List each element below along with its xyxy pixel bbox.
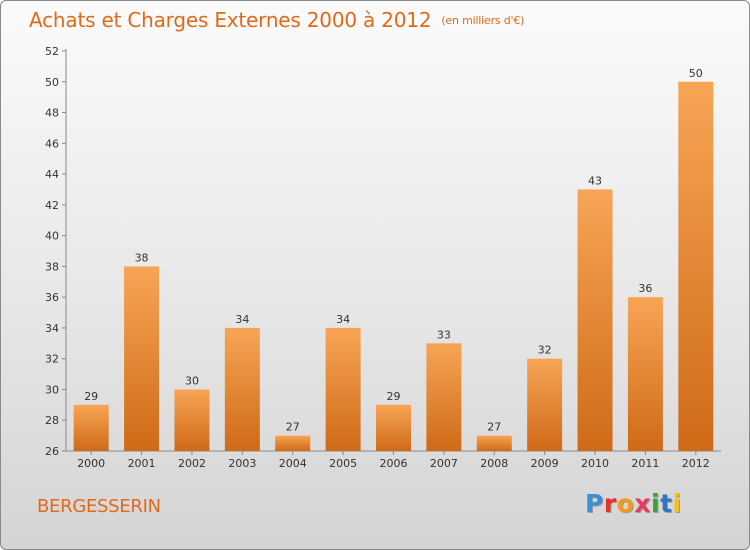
bar xyxy=(124,266,160,451)
bar xyxy=(174,389,210,451)
logo-letter: t xyxy=(660,489,673,518)
x-tick-label: 2000 xyxy=(77,457,105,470)
y-tick-label: 38 xyxy=(45,260,59,273)
x-tick-label: 2008 xyxy=(480,457,508,470)
data-label: 29 xyxy=(84,390,98,403)
y-tick-label: 44 xyxy=(45,168,59,181)
bars xyxy=(73,81,714,452)
x-tick-label: 2003 xyxy=(228,457,256,470)
x-tick-label: 2004 xyxy=(279,457,307,470)
bar xyxy=(476,435,512,451)
logo-letter: r xyxy=(603,489,617,518)
axes: 26 28 30 32 34 36 38 40 42 44 46 48 50 52 2000 2001 2002… xyxy=(45,45,721,470)
data-label: 34 xyxy=(235,313,249,326)
x-tick-label: 2012 xyxy=(682,457,710,470)
logo-letter: x xyxy=(634,489,651,518)
data-label: 32 xyxy=(538,344,552,357)
y-tick-label: 36 xyxy=(45,291,59,304)
x-tick-label: 2010 xyxy=(581,457,609,470)
x-tick-label: 2007 xyxy=(430,457,458,470)
x-tick-label: 2005 xyxy=(329,457,357,470)
y-tick-label: 32 xyxy=(45,353,59,366)
x-tick-label: 2001 xyxy=(128,457,156,470)
data-label: 34 xyxy=(336,313,350,326)
bar xyxy=(577,189,613,451)
x-tick-label: 2002 xyxy=(178,457,206,470)
chart-title: Achats et Charges Externes 2000 à 2012 (e… xyxy=(29,8,524,32)
data-label: 36 xyxy=(638,282,652,295)
bar xyxy=(73,404,109,451)
y-tick-label: 42 xyxy=(45,199,59,212)
data-label: 33 xyxy=(437,328,451,341)
bar xyxy=(627,297,663,451)
proxiti-logo: Proxiti xyxy=(585,489,682,518)
logo-letter: P xyxy=(585,489,604,518)
y-tick-label: 30 xyxy=(45,383,59,396)
y-tick-label: 28 xyxy=(45,414,59,427)
title-text: Achats et Charges Externes 2000 à 2012 xyxy=(29,8,432,32)
bar xyxy=(426,343,462,451)
bar xyxy=(275,435,311,451)
x-tick-label: 2009 xyxy=(531,457,559,470)
data-label: 38 xyxy=(135,251,149,264)
data-label: 27 xyxy=(286,421,300,434)
bar xyxy=(224,327,260,451)
y-tick-label: 52 xyxy=(45,45,59,58)
logo-letter: i xyxy=(651,489,661,518)
chart-subtitle: (en milliers d'€) xyxy=(441,14,525,27)
bar xyxy=(325,327,361,451)
logo-letter: o xyxy=(616,489,635,518)
data-label: 29 xyxy=(387,390,401,403)
x-tick-label: 2006 xyxy=(380,457,408,470)
y-tick-label: 48 xyxy=(45,107,59,120)
commune-name: BERGESSERIN xyxy=(37,496,161,517)
data-label: 43 xyxy=(588,174,602,187)
bar xyxy=(678,81,714,452)
data-labels: 29 38 30 34 27 34 29 33 27 32 43 36 50 xyxy=(84,67,703,434)
bar xyxy=(527,358,563,451)
data-label: 30 xyxy=(185,374,199,387)
y-tick-label: 50 xyxy=(45,76,59,89)
logo-letter: i xyxy=(672,489,682,518)
x-tick-label: 2011 xyxy=(631,457,659,470)
data-label: 27 xyxy=(487,421,501,434)
y-tick-label: 26 xyxy=(45,445,59,458)
data-label: 50 xyxy=(689,67,703,80)
bar xyxy=(376,404,411,451)
y-tick-label: 46 xyxy=(45,137,59,150)
y-tick-label: 34 xyxy=(45,322,59,335)
y-tick-label: 40 xyxy=(45,230,59,243)
